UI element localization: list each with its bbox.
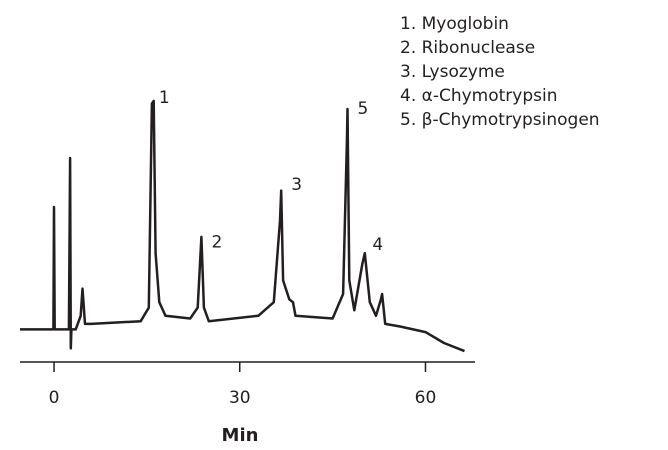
peak-label: 4 [372,235,383,255]
x-axis-label: Min [222,425,259,446]
peak-label: 2 [211,232,222,252]
trace [20,99,465,353]
x-tick-label: 0 [49,388,60,408]
legend-entry: 3. Lysozyme [400,62,505,82]
peak-label: 5 [358,99,369,119]
legend-entry: 4. α-Chymotrypsin [400,86,558,106]
x-tick-label: 30 [229,388,251,408]
legend-entry: 1. Myoglobin [400,14,509,34]
peak-label: 1 [159,88,170,108]
legend-entry: 5. β-Chymotrypsinogen [400,110,600,130]
x-tick-label: 60 [415,388,437,408]
legend-entry: 2. Ribonuclease [400,38,535,58]
peak-label: 3 [291,175,302,195]
